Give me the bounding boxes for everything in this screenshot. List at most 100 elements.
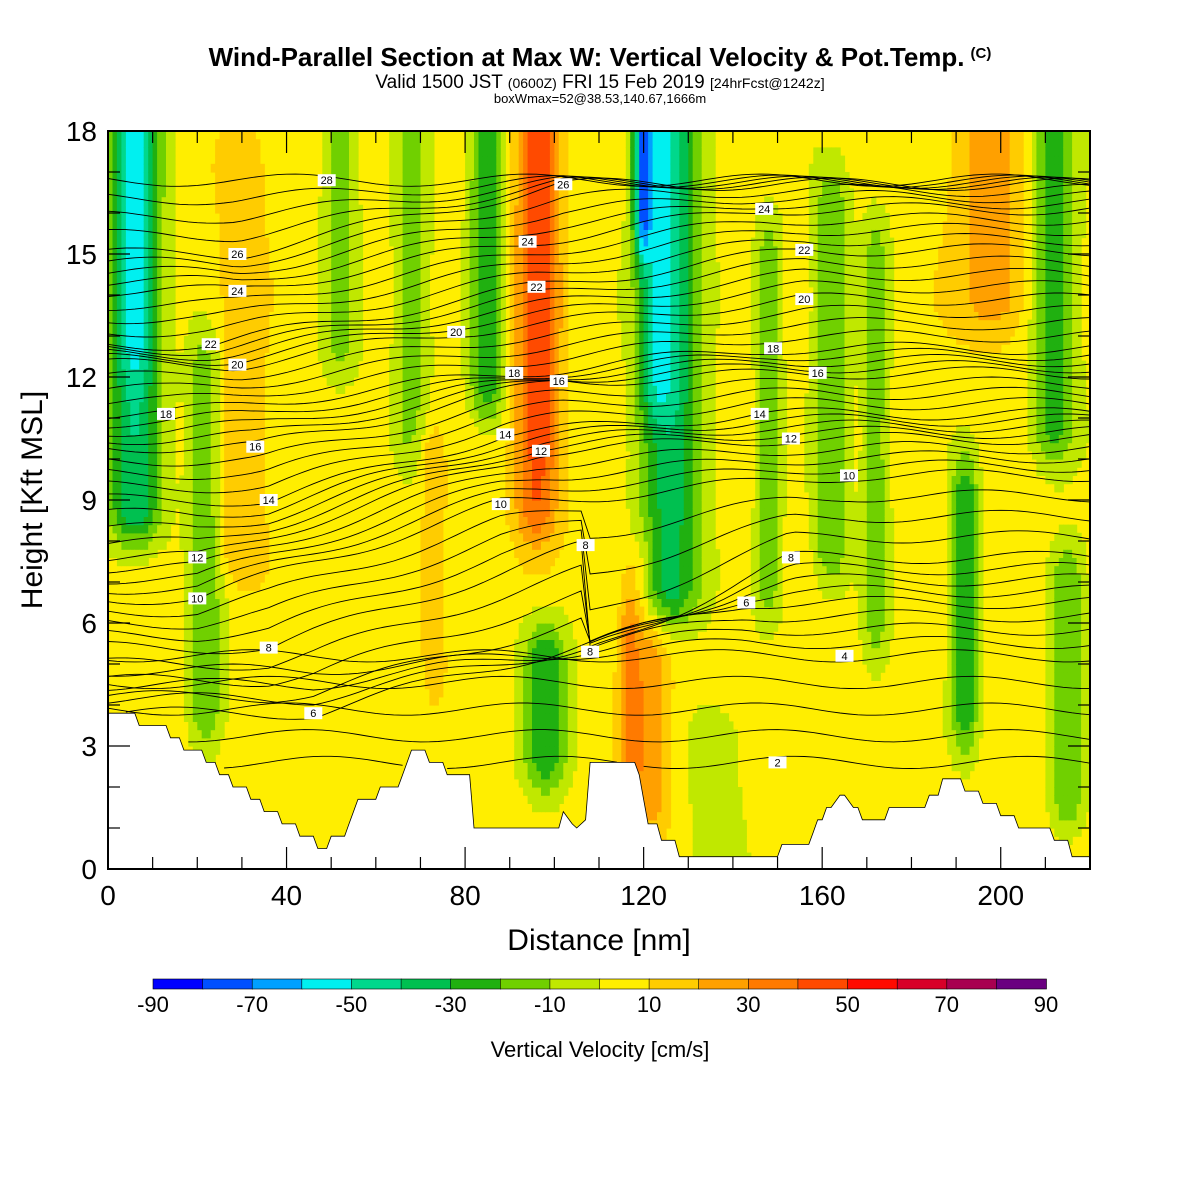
- velocity-cell: [616, 737, 622, 747]
- velocity-cell: [192, 368, 198, 378]
- velocity-cell: [416, 147, 422, 157]
- velocity-cell: [661, 229, 667, 239]
- velocity-cell: [545, 295, 551, 304]
- velocity-cell: [433, 598, 439, 608]
- velocity-cell: [438, 483, 444, 493]
- velocity-cell: [469, 385, 475, 394]
- velocity-cell: [228, 401, 234, 411]
- velocity-cell: [152, 139, 158, 148]
- velocity-cell: [349, 180, 355, 189]
- velocity-cell: [541, 770, 547, 780]
- velocity-cell: [349, 352, 355, 362]
- velocity-cell: [545, 180, 551, 189]
- velocity-cell: [523, 368, 529, 378]
- velocity-cell: [478, 139, 484, 148]
- velocity-cell: [643, 795, 649, 804]
- velocity-cell: [139, 131, 145, 140]
- velocity-cell: [652, 680, 658, 690]
- velocity-cell: [541, 754, 547, 763]
- velocity-cell: [634, 254, 640, 263]
- velocity-cell: [545, 270, 551, 280]
- velocity-cell: [215, 393, 221, 403]
- velocity-cell: [125, 549, 131, 558]
- velocity-cell: [183, 565, 189, 575]
- velocity-cell: [139, 442, 145, 452]
- velocity-cell: [424, 483, 430, 493]
- velocity-cell: [652, 459, 658, 468]
- velocity-cell: [491, 360, 497, 370]
- velocity-cell: [491, 303, 497, 312]
- velocity-cell: [353, 360, 359, 370]
- velocity-cell: [630, 131, 636, 140]
- velocity-cell: [183, 508, 189, 517]
- velocity-cell: [166, 426, 172, 435]
- velocity-cell: [558, 196, 564, 206]
- velocity-cell: [549, 754, 555, 763]
- velocity-cell: [250, 541, 256, 550]
- velocity-cell: [567, 623, 573, 632]
- velocity-cell: [166, 213, 172, 222]
- velocity-cell: [478, 295, 484, 304]
- velocity-cell: [482, 221, 488, 230]
- velocity-cell: [250, 467, 256, 476]
- velocity-cell: [183, 705, 189, 714]
- velocity-cell: [411, 303, 417, 312]
- velocity-cell: [358, 295, 364, 304]
- velocity-cell: [402, 196, 408, 206]
- velocity-cell: [545, 188, 551, 198]
- velocity-cell: [393, 311, 399, 321]
- velocity-cell: [157, 295, 163, 304]
- velocity-cell: [541, 147, 547, 157]
- velocity-cell: [192, 467, 198, 476]
- velocity-cell: [393, 368, 399, 378]
- velocity-cell: [523, 532, 529, 542]
- velocity-cell: [224, 491, 230, 501]
- velocity-cell: [643, 688, 649, 698]
- velocity-cell: [514, 180, 520, 189]
- velocity-cell: [402, 237, 408, 247]
- velocity-cell: [514, 754, 520, 763]
- velocity-cell: [224, 196, 230, 206]
- velocity-cell: [625, 163, 631, 173]
- velocity-cell: [233, 385, 239, 394]
- velocity-cell: [411, 131, 417, 140]
- velocity-cell: [152, 180, 158, 189]
- velocity-cell: [487, 204, 493, 214]
- velocity-cell: [558, 639, 564, 649]
- velocity-cell: [541, 221, 547, 230]
- velocity-cell: [139, 557, 145, 567]
- velocity-cell: [639, 500, 645, 509]
- velocity-cell: [558, 254, 564, 263]
- velocity-cell: [255, 516, 261, 526]
- velocity-cell: [130, 303, 136, 312]
- velocity-cell: [148, 319, 154, 329]
- velocity-cell: [478, 352, 484, 362]
- velocity-cell: [237, 409, 243, 419]
- velocity-cell: [233, 352, 239, 362]
- velocity-cell: [500, 303, 506, 312]
- velocity-cell: [621, 737, 627, 747]
- velocity-cell: [389, 385, 395, 394]
- velocity-cell: [331, 155, 337, 165]
- velocity-cell: [121, 483, 127, 493]
- velocity-cell: [201, 459, 207, 468]
- velocity-cell: [514, 483, 520, 493]
- velocity-cell: [554, 418, 560, 427]
- velocity-cell: [424, 139, 430, 148]
- velocity-cell: [152, 147, 158, 157]
- velocity-cell: [478, 204, 484, 214]
- velocity-cell: [518, 623, 524, 632]
- velocity-cell: [255, 237, 261, 247]
- velocity-cell: [420, 377, 426, 386]
- velocity-cell: [161, 245, 167, 255]
- velocity-cell: [322, 352, 328, 362]
- velocity-cell: [411, 295, 417, 304]
- velocity-cell: [527, 254, 533, 263]
- velocity-cell: [661, 754, 667, 763]
- velocity-cell: [536, 262, 542, 271]
- velocity-cell: [474, 155, 480, 165]
- velocity-cell: [634, 606, 640, 616]
- velocity-cell: [166, 385, 172, 394]
- velocity-cell: [219, 582, 225, 591]
- velocity-cell: [148, 336, 154, 345]
